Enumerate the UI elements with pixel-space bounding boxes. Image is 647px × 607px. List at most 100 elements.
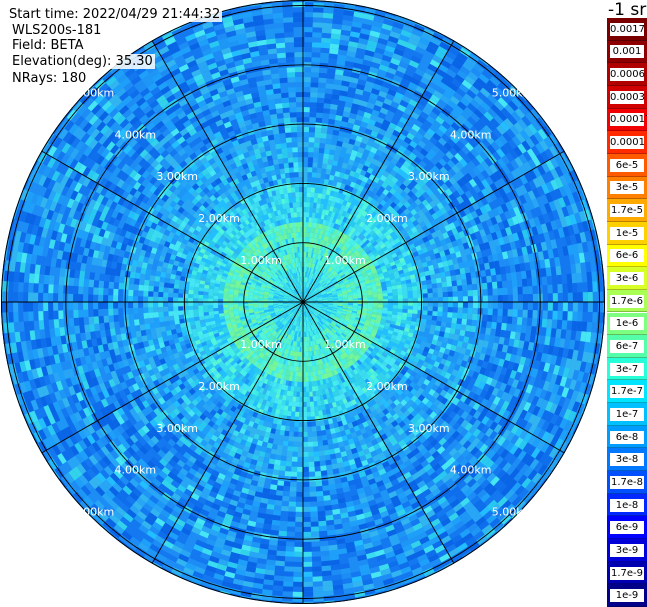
range-gate <box>295 192 300 198</box>
range-gate <box>274 308 280 312</box>
range-gate <box>277 285 283 289</box>
range-gate <box>321 325 326 330</box>
range-gate <box>306 316 309 322</box>
range-gate <box>275 279 281 284</box>
range-gate <box>287 270 291 275</box>
range-gate <box>293 303 299 306</box>
range-gate <box>305 287 307 293</box>
range-gate <box>313 302 318 304</box>
range-gate <box>316 322 321 327</box>
range-gate <box>292 320 296 326</box>
range-gate <box>327 281 333 286</box>
range-gate <box>274 291 280 295</box>
range-gate <box>312 286 316 291</box>
range-gate <box>289 324 293 330</box>
range-gate <box>297 287 300 293</box>
range-gate <box>313 318 317 324</box>
range-gate <box>330 286 335 290</box>
range-gate <box>306 295 312 300</box>
range-gate <box>316 294 322 297</box>
range-gate <box>327 296 333 299</box>
range-gate <box>305 306 308 312</box>
range-gate <box>325 312 331 316</box>
range-gate <box>313 312 318 316</box>
range-gate <box>298 321 301 327</box>
range-gate <box>303 326 306 332</box>
range-gate <box>278 275 283 281</box>
range-gate <box>312 296 318 299</box>
range-gate <box>297 311 300 317</box>
range-gate <box>327 306 333 309</box>
range-gate <box>294 295 300 300</box>
range-gate <box>308 309 313 315</box>
range-gate <box>312 300 318 302</box>
range-gate <box>312 324 316 330</box>
range-gate <box>292 278 296 284</box>
range-gate <box>289 306 294 309</box>
range-gate <box>299 287 301 293</box>
range-gate <box>282 278 287 284</box>
range-gate <box>268 308 274 311</box>
range-gate <box>310 308 315 312</box>
range-gate <box>309 309 313 314</box>
range-gate <box>297 306 301 311</box>
range-gate <box>278 305 284 308</box>
range-gate <box>312 263 316 269</box>
range-gate <box>310 285 315 290</box>
range-gate <box>313 264 317 270</box>
range-gate <box>296 316 299 321</box>
range-gate <box>283 326 288 332</box>
range-gate <box>278 295 284 298</box>
range-gate <box>323 322 329 328</box>
range-gate <box>295 294 300 299</box>
range-gate <box>306 294 310 299</box>
range-gate <box>274 280 280 285</box>
range-gate <box>307 277 310 283</box>
range-gate <box>273 294 279 297</box>
range-gate <box>310 325 314 331</box>
range-gate <box>304 277 306 283</box>
range-gate <box>290 324 294 330</box>
range-gate <box>329 275 334 280</box>
range-gate <box>309 320 313 326</box>
range-gate <box>308 289 312 294</box>
range-gate <box>311 313 316 319</box>
range-gate <box>283 285 288 290</box>
range-gate <box>331 309 337 312</box>
range-gate <box>296 331 299 337</box>
range-gate <box>324 277 330 282</box>
range-gate <box>270 287 276 291</box>
range-gate <box>321 308 327 312</box>
range-gate <box>290 307 296 312</box>
range-gate <box>297 277 299 283</box>
range-gate <box>270 288 276 292</box>
range-gate <box>288 302 293 303</box>
range-gate <box>327 294 333 297</box>
range-gate <box>319 313 324 317</box>
range-gate <box>308 326 312 332</box>
range-gate <box>283 306 289 309</box>
range-gate <box>305 277 307 283</box>
range-gate <box>276 322 282 327</box>
range-gate <box>278 283 284 288</box>
range-gate <box>288 318 293 324</box>
range-gate <box>295 187 300 193</box>
range-gate <box>296 311 300 316</box>
range-gate <box>286 316 291 322</box>
range-gate <box>285 322 289 327</box>
range-gate <box>284 315 289 320</box>
range-gate <box>188 305 194 310</box>
range-gate <box>322 304 328 306</box>
range-gate <box>285 277 290 282</box>
range-gate <box>323 323 328 329</box>
range-gate <box>310 314 315 319</box>
range-gate <box>274 281 279 286</box>
range-gate <box>317 306 322 309</box>
range-gate <box>316 308 321 312</box>
range-gate <box>279 308 285 312</box>
range-gate <box>312 303 318 305</box>
range-gate <box>311 279 315 285</box>
range-gate <box>284 327 288 333</box>
range-gate <box>316 307 322 311</box>
range-gate <box>288 297 294 300</box>
